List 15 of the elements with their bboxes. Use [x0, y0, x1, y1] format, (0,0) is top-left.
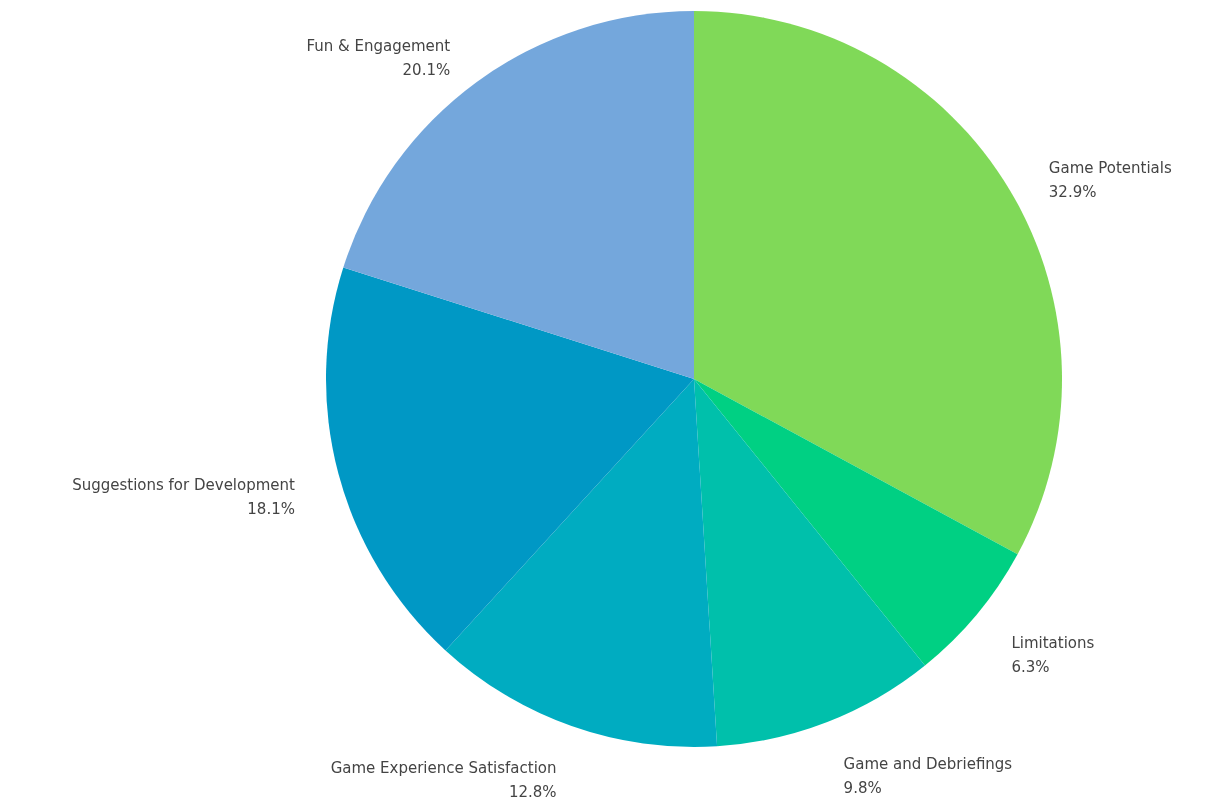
data-label: 12.8%: [508, 783, 557, 797]
data-label: 18.1%: [247, 500, 295, 519]
slice-label: Suggestions for Development: [72, 476, 296, 495]
pie-slice: [694, 379, 925, 747]
pie-slice: [326, 267, 694, 651]
slice-label: Limitations: [1011, 634, 1095, 653]
slice-label: Game and Debriefings: [843, 754, 1013, 773]
slice-label: Game Potentials: [1048, 158, 1172, 177]
pie-slice: [445, 379, 718, 747]
data-label: 9.8%: [843, 778, 882, 797]
data-label: 32.9%: [1048, 182, 1097, 201]
data-label: 6.3%: [1011, 658, 1050, 677]
data-label: 20.1%: [402, 60, 451, 79]
slice-label: Fun & Engagement: [306, 36, 451, 55]
slice-label: Game Experience Satisfaction: [330, 759, 557, 778]
